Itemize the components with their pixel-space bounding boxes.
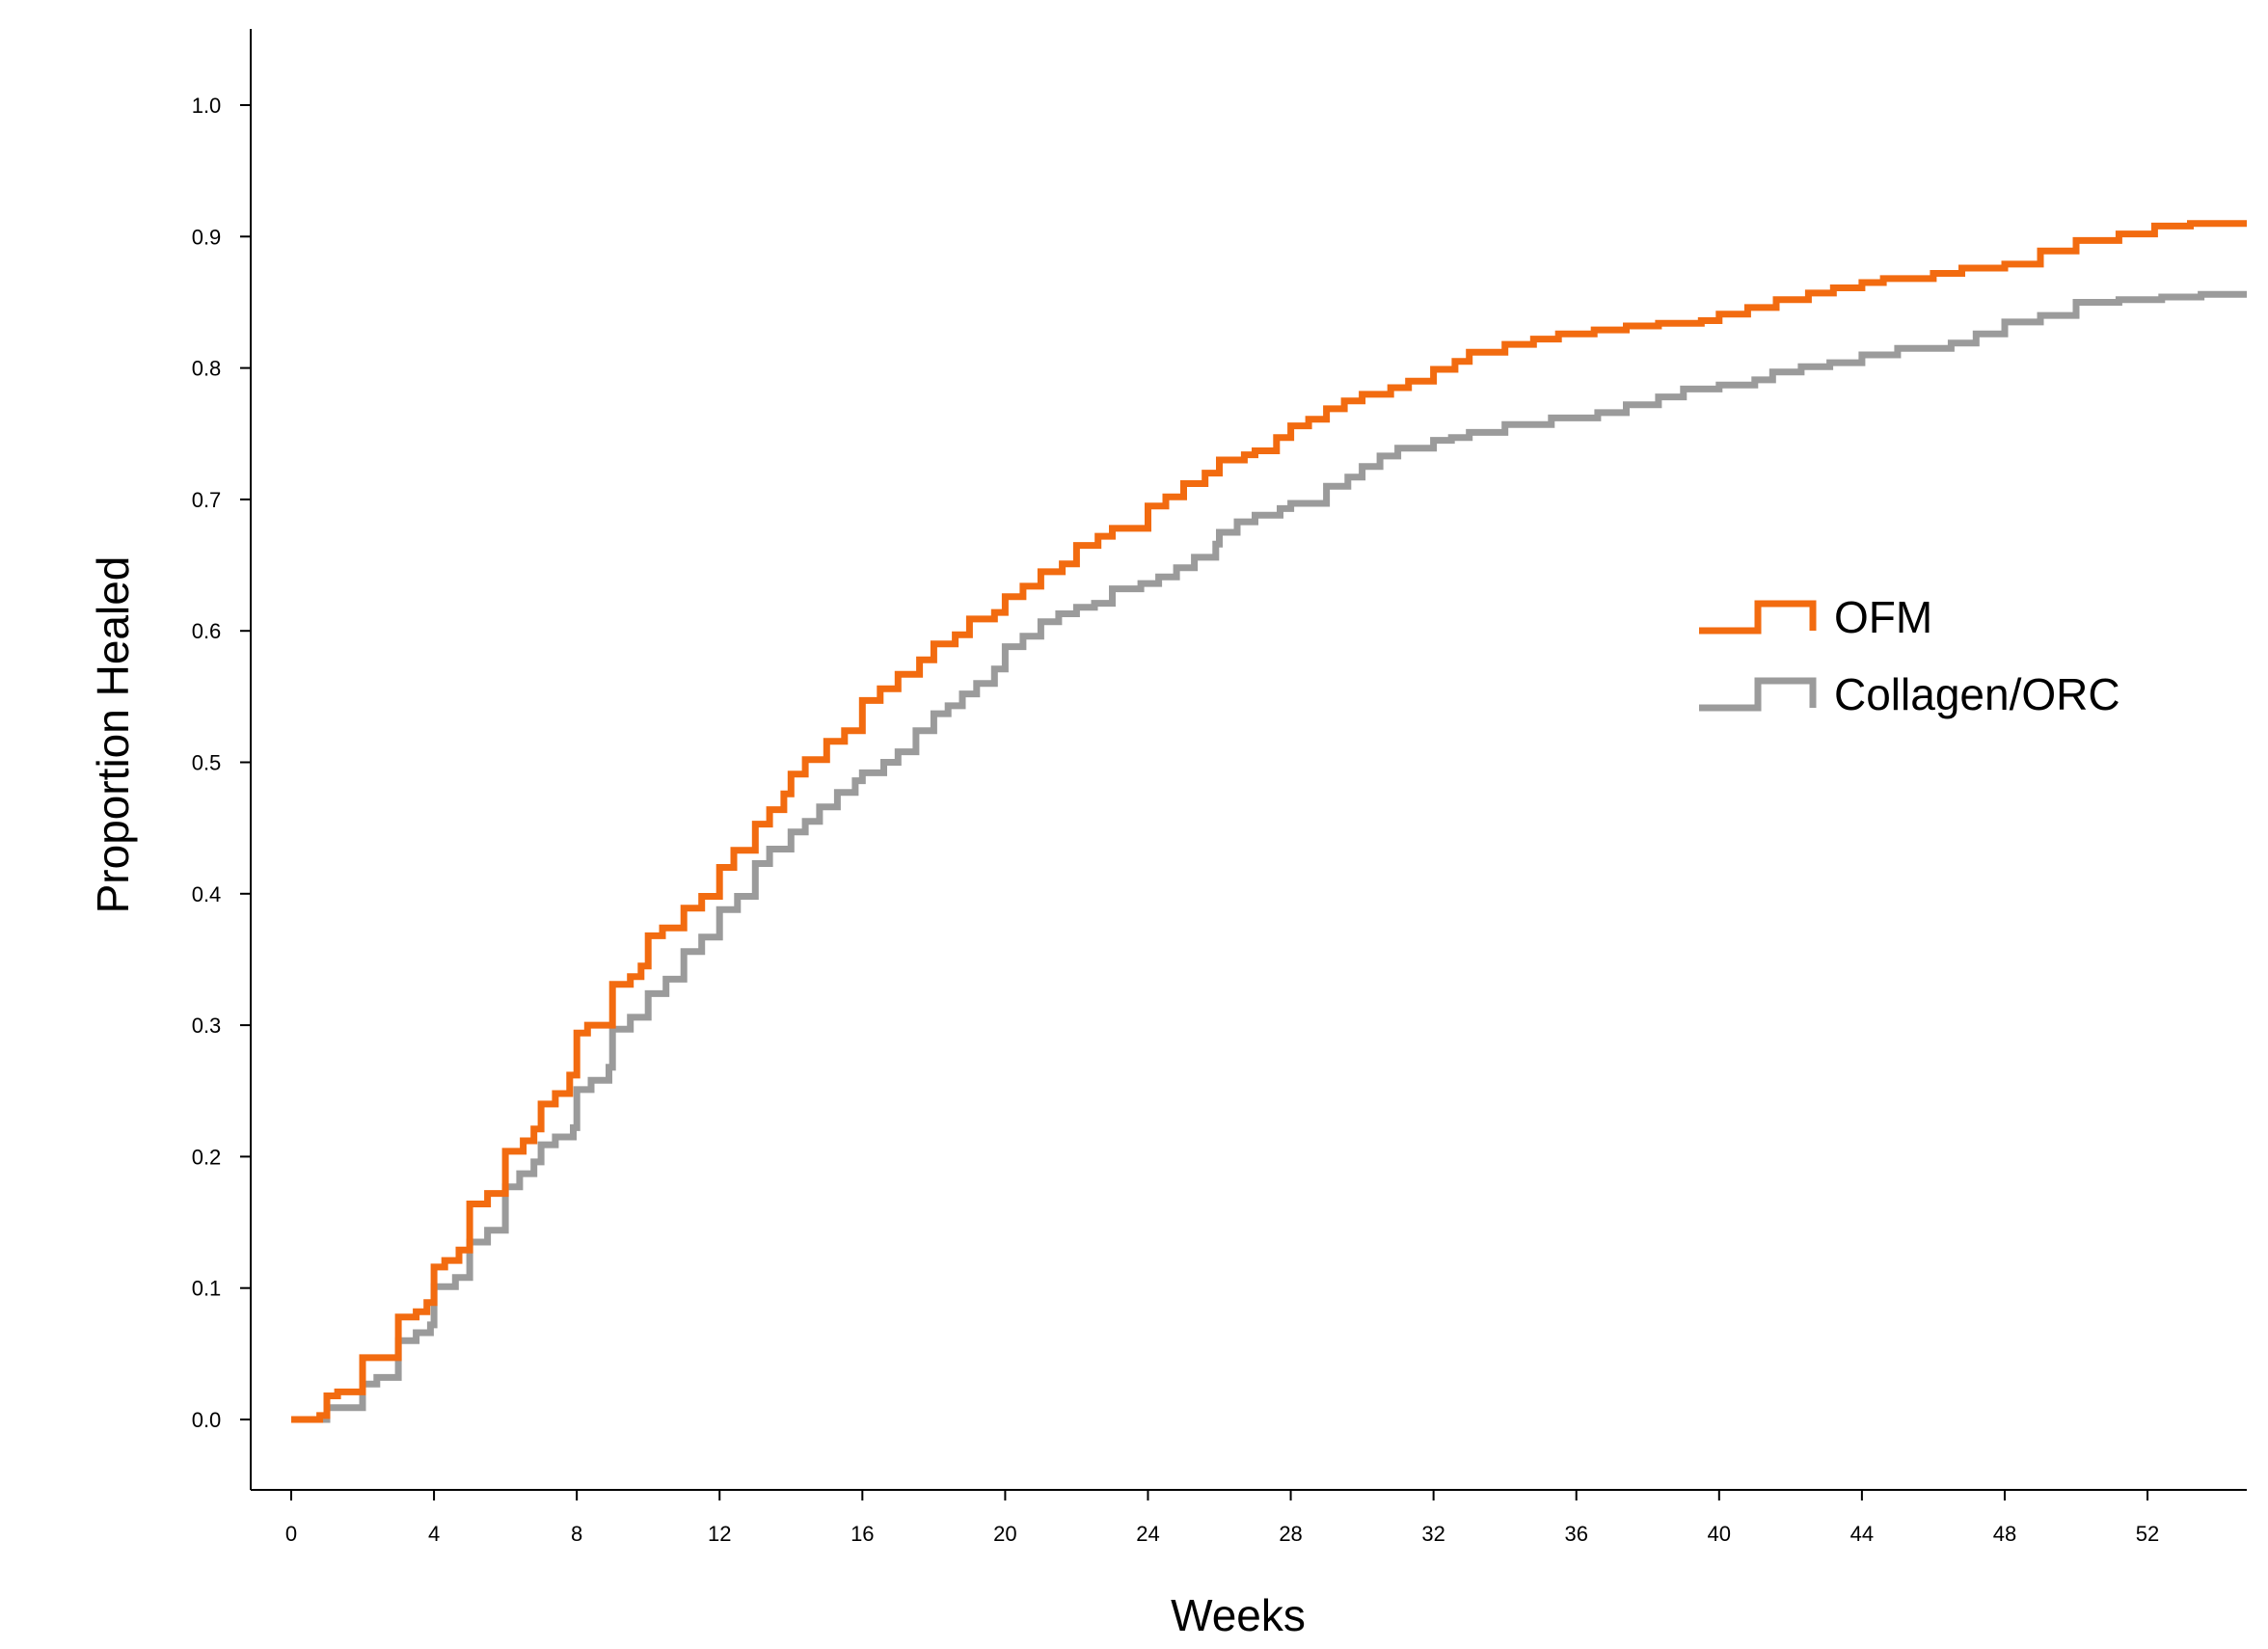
x-tick-label: 28 xyxy=(1279,1522,1302,1546)
x-tick-label: 16 xyxy=(850,1522,874,1546)
y-tick-label: 1.0 xyxy=(192,94,222,118)
survival-curves xyxy=(291,220,2247,1423)
x-tick-label: 36 xyxy=(1564,1522,1587,1546)
x-tick-label: 4 xyxy=(428,1522,440,1546)
x-tick-label: 8 xyxy=(571,1522,582,1546)
y-tick-label: 0.2 xyxy=(192,1145,222,1169)
x-tick-label: 40 xyxy=(1708,1522,1731,1546)
x-axis-title: Weeks xyxy=(1171,1590,1306,1640)
y-tick-label: 0.3 xyxy=(192,1014,222,1038)
x-tick-label: 0 xyxy=(285,1522,297,1546)
y-tick-label: 0.7 xyxy=(192,488,222,512)
x-tick-label: 12 xyxy=(708,1522,731,1546)
y-tick-label: 0.1 xyxy=(192,1277,222,1301)
x-tick-label: 20 xyxy=(993,1522,1016,1546)
y-tick-label: 0.8 xyxy=(192,357,222,381)
y-tick-label: 0.9 xyxy=(192,225,222,249)
y-axis-ticks: 0.0 0.1 0.2 0.3 0.4 0.5 0.6 0.7 0.8 0.9 1.0 xyxy=(192,94,251,1432)
x-axis-ticks: 0 4 8 12 16 20 24 28 32 36 40 44 48 52 xyxy=(285,1490,2159,1546)
series-line-ofm xyxy=(291,220,2247,1423)
legend-label-collagen-orc: Collagen/ORC xyxy=(1834,669,2120,719)
x-tick-label: 48 xyxy=(1993,1522,2016,1546)
y-tick-label: 0.6 xyxy=(192,619,222,643)
legend-label-ofm: OFM xyxy=(1834,592,1932,642)
x-tick-label: 44 xyxy=(1850,1522,1874,1546)
y-tick-label: 0.5 xyxy=(192,751,222,775)
x-tick-label: 24 xyxy=(1136,1522,1159,1546)
x-tick-label: 32 xyxy=(1421,1522,1444,1546)
legend-swatch-collagen-orc xyxy=(1699,677,1817,712)
y-tick-label: 0.4 xyxy=(192,882,222,906)
x-tick-label: 52 xyxy=(2136,1522,2159,1546)
y-tick-label: 0.0 xyxy=(192,1408,222,1432)
series-line-collagen-orc xyxy=(291,290,2247,1423)
y-axis-title: Proportion Healed xyxy=(88,556,138,914)
legend-swatch-ofm xyxy=(1699,600,1817,635)
legend: OFM Collagen/ORC xyxy=(1699,592,2120,719)
axes: 0.00.10.20.30.40.50.60.70.80.91.0 0 4 8 12 1… xyxy=(192,29,2247,1546)
